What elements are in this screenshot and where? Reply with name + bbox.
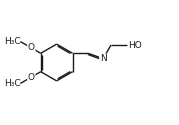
Text: H₃C: H₃C — [4, 37, 20, 46]
Text: O: O — [28, 73, 35, 82]
Text: HO: HO — [128, 40, 142, 50]
Text: O: O — [28, 43, 35, 52]
Text: H₃C: H₃C — [4, 79, 20, 88]
Text: N: N — [100, 54, 107, 63]
